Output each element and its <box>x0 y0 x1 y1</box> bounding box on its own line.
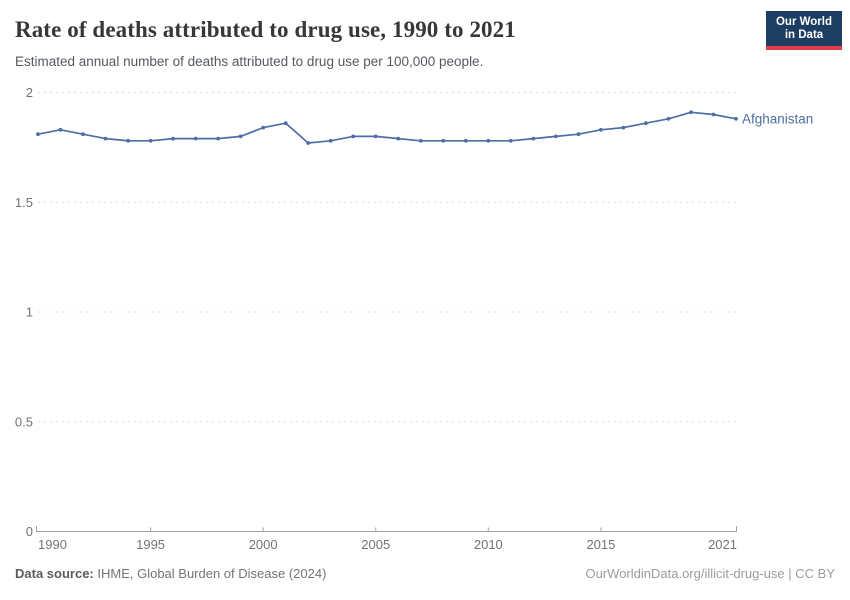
data-source-value: IHME, Global Burden of Disease (2024) <box>93 566 327 581</box>
data-source-label: Data source: <box>15 566 94 581</box>
data-point-marker[interactable] <box>126 138 130 143</box>
x-tick-label: 1995 <box>136 537 165 552</box>
x-tick-label: 2000 <box>249 537 278 552</box>
data-point-marker[interactable] <box>508 138 513 143</box>
data-point-marker[interactable] <box>238 134 243 139</box>
x-tick-label: 1990 <box>38 537 67 552</box>
data-point-marker[interactable] <box>486 138 491 143</box>
data-point-marker[interactable] <box>216 136 221 141</box>
data-point-marker[interactable] <box>36 132 40 137</box>
data-point-marker[interactable] <box>283 121 288 126</box>
afghanistan-line[interactable] <box>37 111 737 144</box>
data-point-marker[interactable] <box>58 127 63 132</box>
data-point-marker[interactable] <box>103 136 108 141</box>
data-point-marker[interactable] <box>306 141 311 145</box>
y-tick-label: 0.5 <box>15 414 33 429</box>
data-point-marker[interactable] <box>441 138 446 143</box>
data-point-marker[interactable] <box>171 136 176 141</box>
data-point-marker[interactable] <box>621 125 626 130</box>
y-tick-label: 1.5 <box>15 195 33 210</box>
owid-logo: Our World in Data <box>766 11 842 51</box>
chart-header: Rate of deaths attributed to drug use, 1… <box>15 11 842 69</box>
data-point-marker[interactable] <box>396 136 401 141</box>
data-point-marker[interactable] <box>689 110 693 115</box>
data-point-marker[interactable] <box>711 112 716 117</box>
chart-subtitle: Estimated annual number of deaths attrib… <box>15 53 484 69</box>
data-point-marker[interactable] <box>531 136 536 141</box>
data-point-marker[interactable] <box>193 136 198 141</box>
y-tick-label: 2 <box>26 85 33 100</box>
data-point-marker[interactable] <box>261 125 266 130</box>
footer-link[interactable]: OurWorldinData.org/illicit-drug-use | CC… <box>585 566 836 581</box>
owid-logo-text-line2: in Data <box>784 29 824 42</box>
y-tick-label: 0 <box>26 524 33 539</box>
data-point-marker[interactable] <box>666 116 671 121</box>
data-point-marker[interactable] <box>734 116 738 121</box>
x-tick-label: 2015 <box>586 537 615 552</box>
chart-title: Rate of deaths attributed to drug use, 1… <box>15 17 516 42</box>
data-point-marker[interactable] <box>81 132 85 137</box>
data-point-marker[interactable] <box>554 134 558 139</box>
data-source: Data source: IHME, Global Burden of Dise… <box>15 566 326 581</box>
data-point-marker[interactable] <box>351 134 356 139</box>
data-point-marker[interactable] <box>599 127 603 132</box>
chart-footer: Data source: IHME, Global Burden of Dise… <box>15 566 835 581</box>
data-point-marker[interactable] <box>576 132 581 137</box>
data-point-marker[interactable] <box>418 138 423 143</box>
x-tick-label: 2010 <box>474 537 503 552</box>
data-point-marker[interactable] <box>644 121 648 126</box>
data-point-marker[interactable] <box>148 138 153 143</box>
data-point-marker[interactable] <box>463 138 468 143</box>
x-tick-label: 2005 <box>361 537 390 552</box>
series-label-afghanistan[interactable]: Afghanistan <box>742 111 813 126</box>
x-tick-label: 2021 <box>708 537 737 552</box>
y-tick-label: 1 <box>26 305 33 320</box>
owid-logo-text-line1: Our World <box>775 16 832 28</box>
data-point-marker[interactable] <box>328 138 333 143</box>
data-point-marker[interactable] <box>373 134 378 139</box>
